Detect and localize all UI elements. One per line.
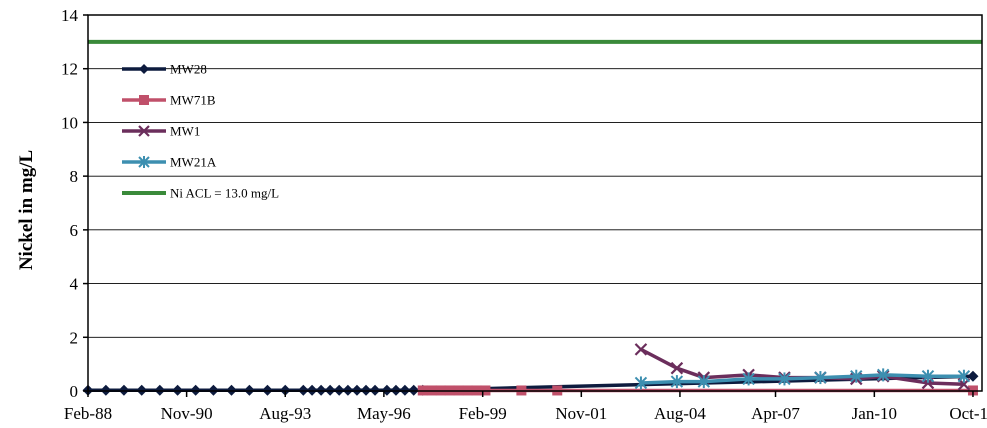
data-point [100, 384, 112, 396]
data-point [850, 369, 863, 383]
axis-layer: 0 2 4 6 8 10 12 14 Feb-88 Nov-90 Aug-93 May-96 Feb-9… [61, 6, 987, 423]
data-point [136, 384, 148, 396]
data-point [333, 384, 345, 396]
legend-entry: MW28 [122, 62, 207, 77]
grid-layer [88, 68, 982, 338]
legend-label: MW1 [170, 124, 200, 139]
y-tick-label: 14 [61, 6, 79, 25]
x-tick-label: May-96 [357, 404, 411, 423]
data-point [670, 375, 684, 389]
data-point [967, 370, 979, 382]
y-tick-label: 10 [61, 113, 78, 132]
data-point [778, 372, 791, 386]
data-point [342, 384, 354, 396]
y-tick-label: 6 [70, 221, 79, 240]
plot-frame [87, 14, 983, 392]
y-tick-label: 12 [61, 60, 78, 79]
series-0 [82, 370, 979, 396]
x-tick-label: Oct-12 [949, 404, 987, 423]
data-point [138, 125, 150, 137]
data-point-stroke [138, 125, 150, 137]
data-point [408, 384, 420, 396]
x-tick-label: Aug-04 [654, 404, 706, 423]
data-point-stroke [634, 343, 648, 356]
data-point [243, 384, 255, 396]
x-tick-label: Nov-01 [555, 404, 607, 423]
data-point [226, 384, 238, 396]
data-point [360, 384, 372, 396]
legend-entry: Ni ACL = 13.0 mg/L [122, 186, 279, 201]
y-tick-label: 2 [70, 328, 79, 347]
data-point [138, 156, 150, 168]
data-point [876, 368, 890, 382]
data-point [697, 375, 711, 389]
data-point [279, 384, 291, 396]
data-point [670, 361, 684, 375]
x-tick-label: Feb-88 [64, 404, 112, 423]
data-point [399, 384, 411, 396]
legend-entry: MW1 [122, 124, 200, 139]
data-point [139, 95, 149, 105]
series-line [640, 373, 964, 385]
data-point [118, 384, 130, 396]
legend: MW28 MW71B MW1 MW21A Ni ACL = 13.0 mg/L [122, 62, 279, 201]
legend-entry: MW71B [122, 93, 216, 108]
data-point [261, 384, 273, 396]
x-tick-label: Aug-93 [259, 404, 311, 423]
data-point-stroke [670, 361, 684, 375]
data-point [297, 384, 309, 396]
data-point [814, 371, 827, 385]
data-point [390, 384, 402, 396]
x-tick-label: Apr-07 [751, 404, 800, 423]
data-point [957, 369, 971, 383]
data-point [351, 384, 363, 396]
data-point [315, 384, 327, 396]
y-tick-label: 0 [70, 382, 79, 401]
legend-label: Ni ACL = 13.0 mg/L [170, 186, 279, 201]
x-tick-label: Feb-99 [459, 404, 507, 423]
legend-label: MW28 [170, 62, 207, 77]
data-point [369, 384, 381, 396]
series-layer [82, 39, 982, 396]
y-tick-label: 4 [70, 275, 79, 294]
series-3 [634, 368, 971, 390]
legend-entry: MW21A [122, 155, 217, 170]
data-point [172, 384, 184, 396]
y-axis-label: Nickel in mg/L [16, 150, 37, 270]
data-point [154, 384, 166, 396]
x-tick-label: Nov-90 [161, 404, 213, 423]
x-tick-label: Jan-10 [852, 404, 897, 423]
y-tick-label: 8 [70, 167, 79, 186]
data-point [921, 369, 935, 383]
data-point [306, 384, 318, 396]
data-point [742, 372, 755, 386]
data-point [207, 384, 219, 396]
data-point [634, 343, 648, 356]
data-point [190, 384, 202, 396]
data-point [634, 376, 648, 390]
legend-label: MW71B [170, 93, 216, 108]
legend-label: MW21A [170, 155, 217, 170]
data-point [324, 384, 336, 396]
data-point [139, 64, 149, 74]
